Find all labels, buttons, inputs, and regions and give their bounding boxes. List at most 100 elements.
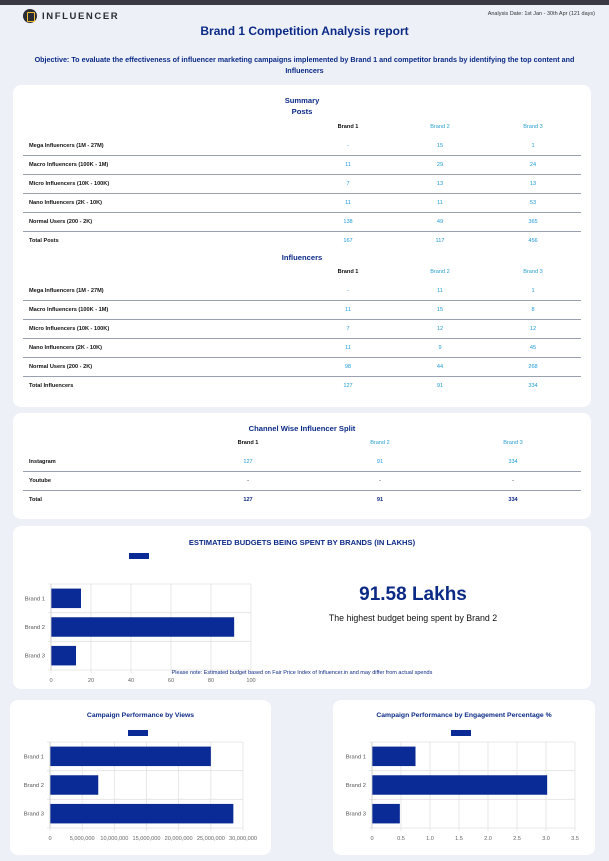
bar (51, 588, 81, 609)
row-label: Normal Users (200 - 2K) (29, 364, 93, 370)
channel-total-row: Total 127 91 334 (23, 491, 581, 510)
posts-row: Micro Influencers (10K - 100K) 7 13 13 (23, 175, 581, 194)
row-value: 53 (529, 200, 537, 206)
y-category-label: Brand 1 (25, 596, 45, 602)
engagement-chart-title: Campaign Performance by Engagement Perce… (376, 712, 552, 719)
row-value: 1 (531, 288, 535, 294)
summary-card: Summary Posts Brand 1 Brand 2 Brand 3 Me… (13, 85, 591, 407)
channel-split-title: Channel Wise Influencer Split (248, 424, 356, 433)
legend-swatch (128, 730, 148, 736)
row-value: 127 (343, 383, 353, 389)
row-value: 167 (343, 238, 353, 244)
row-value: - (512, 478, 514, 484)
row-value: 11 (437, 288, 443, 294)
row-value: 365 (528, 219, 538, 225)
y-category-label: Brand 3 (25, 654, 45, 660)
x-tick-label: 100 (246, 678, 255, 684)
row-value: 334 (508, 497, 518, 503)
row-label: Mega Influencers (1M - 27M) (29, 143, 104, 149)
row-value: 12 (529, 326, 537, 332)
influencers-row: Normal Users (200 - 2K) 98 44 268 (23, 358, 581, 377)
row-value: 45 (529, 345, 537, 351)
y-category-label: Brand 2 (346, 783, 366, 789)
row-value: 456 (528, 238, 538, 244)
report-title: Brand 1 Competition Analysis report (200, 24, 409, 38)
influencers-row: Micro Influencers (10K - 100K) 7 12 12 (23, 320, 581, 339)
row-label: Youtube (29, 478, 51, 484)
influencers-total-row: Total Influencers 127 91 334 (23, 377, 581, 396)
row-label: Nano Influencers (2K - 10K) (29, 200, 103, 206)
row-value: 268 (528, 364, 538, 370)
budget-title: ESTIMATED BUDGETS BEING SPENT BY BRANDS … (188, 538, 416, 547)
row-value: - (347, 143, 349, 149)
x-tick-label: 30,000,000 (229, 836, 257, 842)
infl-col-brand2: Brand 2 (430, 269, 450, 275)
x-tick-label: 2.0 (484, 836, 492, 842)
x-tick-label: 15,000,000 (133, 836, 161, 842)
bar (372, 746, 416, 767)
row-value: 11 (345, 345, 351, 351)
x-tick-label: 10,000,000 (100, 836, 128, 842)
row-value: 12 (436, 326, 444, 332)
summary-title: Summary (284, 96, 320, 105)
channel-row: Instagram 127 91 334 (23, 453, 581, 472)
row-value: - (247, 478, 249, 484)
objective-text: Objective: To evaluate the effectiveness… (34, 55, 575, 75)
highest-budget-text: The highest budget being spent by Brand … (328, 613, 498, 623)
y-category-label: Brand 2 (25, 625, 45, 631)
x-tick-label: 0.5 (397, 836, 405, 842)
row-value: 334 (528, 383, 538, 389)
infl-col-brand3: Brand 3 (523, 269, 543, 275)
row-value: - (379, 478, 381, 484)
views-chart-title: Campaign Performance by Views (86, 712, 195, 719)
top-bar (0, 0, 609, 5)
engagement-chart: 0 0.5 1.0 1.5 2.0 2.5 3.0 3.5 Brand 1 Brand 2 Bran… (346, 730, 579, 842)
highest-budget-value: 91.58 Lakhs (359, 584, 467, 605)
row-value: 1 (531, 143, 535, 149)
row-value: 29 (436, 162, 444, 168)
row-value: 11 (345, 307, 351, 313)
bar (50, 775, 99, 795)
influencers-row: Mega Influencers (1M - 27M) - 11 1 (23, 282, 581, 301)
posts-col-brand3: Brand 3 (523, 124, 543, 130)
row-label: Total (29, 497, 42, 503)
x-tick-label: 5,000,000 (70, 836, 95, 842)
y-category-label: Brand 3 (346, 812, 366, 818)
posts-col-brand2: Brand 2 (430, 124, 450, 130)
row-label: Total Influencers (29, 383, 74, 389)
row-value: - (347, 288, 349, 294)
row-value: 7 (346, 326, 350, 332)
x-tick-label: 40 (128, 678, 134, 684)
y-category-label: Brand 2 (24, 783, 44, 789)
row-label: Normal Users (200 - 2K) (29, 219, 93, 225)
x-tick-label: 20,000,000 (165, 836, 193, 842)
x-tick-label: 60 (168, 678, 174, 684)
row-value: 13 (436, 181, 444, 187)
row-label: Macro Influencers (100K - 1M) (29, 162, 109, 168)
row-value: 8 (531, 307, 535, 313)
row-label: Total Posts (29, 238, 59, 244)
posts-row: Macro Influencers (100K - 1M) 11 29 24 (23, 156, 581, 175)
x-tick-label: 3.5 (571, 836, 579, 842)
bar (51, 645, 76, 666)
row-value: 7 (346, 181, 350, 187)
row-label: Macro Influencers (100K - 1M) (29, 307, 109, 313)
row-value: 9 (438, 345, 442, 351)
budget-card: ESTIMATED BUDGETS BEING SPENT BY BRANDS … (13, 526, 591, 689)
row-label: Instagram (29, 459, 56, 465)
logo: INFLUENCER (23, 9, 119, 23)
bar (50, 803, 234, 824)
bar (372, 803, 400, 824)
row-value: 138 (343, 219, 353, 225)
row-value: 127 (243, 459, 253, 465)
row-value: 15 (436, 307, 444, 313)
legend-swatch (451, 730, 471, 736)
budget-chart: 0 20 40 60 80 100 Brand 1 Brand 2 Brand 3 (25, 553, 256, 684)
budget-note: Please note: Estimated budget based on F… (171, 670, 433, 676)
x-tick-label: 2.5 (513, 836, 521, 842)
logo-icon (23, 9, 37, 23)
x-tick-label: 0 (49, 678, 52, 684)
row-value: 334 (508, 459, 518, 465)
row-value: 15 (436, 143, 444, 149)
row-value: 91 (376, 497, 384, 503)
